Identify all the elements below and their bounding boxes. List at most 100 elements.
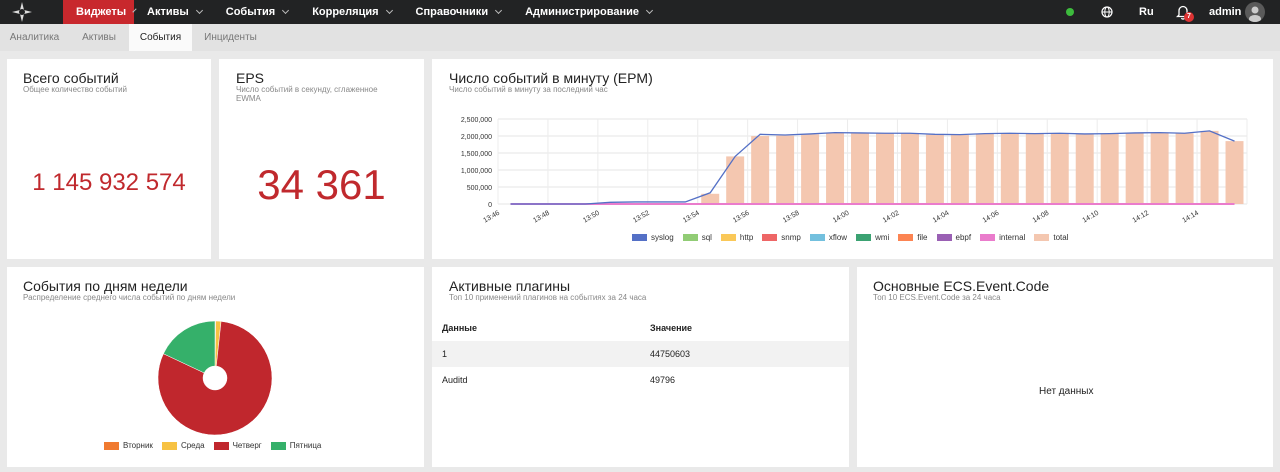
card-subtitle: Число событий в секунду, сглаженное EWMA bbox=[236, 85, 378, 103]
chevron-down-icon bbox=[495, 6, 503, 15]
language-switch[interactable]: Ru bbox=[1139, 6, 1154, 18]
legend-swatch bbox=[856, 233, 872, 241]
weekday-card: События по дням недели Распределение сре… bbox=[7, 267, 424, 467]
nav-item-1[interactable]: Активы bbox=[134, 0, 213, 24]
tab-analytics[interactable]: Аналитика bbox=[9, 32, 60, 43]
nav-item-label: Справочники bbox=[415, 6, 489, 18]
legend-swatch bbox=[762, 233, 778, 241]
chevron-down-icon bbox=[385, 6, 393, 15]
total-events-card: Всего событий Общее количество событий 1… bbox=[7, 59, 211, 259]
compass-logo-icon[interactable] bbox=[12, 2, 32, 22]
pie-legend: Вторник Среда Четверг Пятница bbox=[104, 441, 330, 450]
legend-label: ebpf bbox=[955, 232, 972, 242]
legend-label: wmi bbox=[875, 232, 890, 242]
legend-swatch bbox=[161, 441, 177, 450]
nav-item-3[interactable]: Корреляция bbox=[299, 0, 402, 24]
legend-label: Пятница bbox=[289, 441, 322, 450]
nav-item-2[interactable]: События bbox=[213, 0, 299, 24]
nav-item-label: События bbox=[225, 6, 276, 18]
table-cell: 49796 bbox=[650, 375, 676, 385]
legend-label: internal bbox=[999, 232, 1026, 242]
tab-events[interactable]: События bbox=[129, 24, 192, 51]
table-header: Данные Значение bbox=[432, 314, 849, 341]
legend-swatch bbox=[1034, 233, 1050, 241]
legend-item-file[interactable]: file bbox=[898, 232, 928, 242]
pie-legend-item[interactable]: Пятница bbox=[270, 441, 322, 450]
card-title: Активные плагины bbox=[449, 278, 571, 294]
legend-swatch bbox=[104, 441, 119, 450]
epm-legend: syslog sql http snmp xflow wmi file ebpf interna… bbox=[632, 232, 1077, 242]
nav-item-5[interactable]: Администрирование bbox=[512, 0, 663, 24]
legend-swatch bbox=[682, 233, 698, 241]
legend-swatch bbox=[898, 233, 914, 241]
legend-label: snmp bbox=[781, 232, 801, 242]
legend-swatch bbox=[936, 233, 952, 241]
epm-card: Число событий в минуту (EPM) Число событ… bbox=[432, 59, 1273, 259]
chevron-down-icon bbox=[645, 6, 654, 15]
card-subtitle: Топ 10 ECS.Event.Code за 24 часа bbox=[873, 293, 1001, 302]
tab-assets[interactable]: Активы bbox=[82, 32, 116, 43]
legend-swatch bbox=[213, 441, 229, 450]
legend-swatch bbox=[632, 233, 647, 241]
card-title: EPS bbox=[236, 70, 265, 86]
legend-label: sql bbox=[701, 232, 712, 242]
table-cell: 1 bbox=[442, 349, 448, 359]
card-subtitle: Общее количество событий bbox=[23, 85, 128, 94]
empty-state: Нет данных bbox=[1039, 386, 1094, 397]
nav-item-4[interactable]: Справочники bbox=[403, 0, 513, 24]
legend-label: file bbox=[917, 232, 928, 242]
legend-item-http[interactable]: http bbox=[720, 232, 754, 242]
tab-incidents[interactable]: Инциденты bbox=[204, 32, 257, 43]
eps-card: EPS Число событий в секунду, сглаженное … bbox=[219, 59, 424, 259]
pie-legend-item[interactable]: Вторник bbox=[104, 441, 153, 450]
legend-label: Среда bbox=[180, 441, 205, 450]
legend-item-ebpf[interactable]: ebpf bbox=[936, 232, 972, 242]
chevron-down-icon bbox=[282, 6, 290, 15]
legend-label: total bbox=[1053, 232, 1069, 242]
nav-item-0[interactable]: Виджеты bbox=[63, 0, 137, 24]
card-title: Всего событий bbox=[23, 70, 119, 86]
legend-item-total[interactable]: total bbox=[1034, 233, 1068, 242]
legend-item-sql[interactable]: sql bbox=[682, 232, 712, 242]
chevron-down-icon bbox=[195, 6, 203, 15]
legend-item-xflow[interactable]: xflow bbox=[809, 232, 848, 242]
legend-item-wmi[interactable]: wmi bbox=[856, 233, 889, 242]
total-events-value: 1 145 932 574 bbox=[32, 169, 186, 196]
table-row: 1 44750603 bbox=[432, 341, 849, 367]
card-title: Основные ECS.Event.Code bbox=[873, 278, 1050, 294]
avatar[interactable] bbox=[1245, 2, 1265, 22]
legend-item-internal[interactable]: internal bbox=[980, 233, 1025, 242]
legend-swatch bbox=[980, 233, 996, 241]
legend-swatch bbox=[270, 441, 286, 450]
legend-label: syslog bbox=[651, 232, 674, 242]
main-menu: Виджеты Активы События Корреляция Справочник… bbox=[63, 0, 663, 24]
status-indicator bbox=[1066, 8, 1074, 16]
legend-label: Четверг bbox=[232, 441, 262, 450]
legend-label: http bbox=[739, 232, 754, 242]
table-row: Auditd 49796 bbox=[432, 367, 849, 393]
card-title: Число событий в минуту (EPM) bbox=[449, 70, 653, 86]
pie-legend-item[interactable]: Среда bbox=[161, 441, 205, 450]
card-subtitle: Топ 10 применений плагинов на событиях з… bbox=[449, 293, 647, 302]
column-header-value[interactable]: Значение bbox=[650, 322, 693, 333]
card-subtitle: Распределение среднего числа событий по … bbox=[23, 293, 236, 302]
nav-item-label: Администрирование bbox=[525, 6, 640, 18]
user-icon bbox=[1249, 6, 1261, 22]
top-navbar: Виджеты Активы События Корреляция Справочник… bbox=[0, 0, 1280, 24]
legend-swatch bbox=[720, 233, 736, 241]
ecs-card: Основные ECS.Event.Code Топ 10 ECS.Event… bbox=[857, 267, 1273, 467]
pie-legend-item[interactable]: Четверг bbox=[213, 441, 262, 450]
nav-item-label: Активы bbox=[147, 6, 189, 18]
legend-swatch bbox=[809, 233, 825, 241]
legend-item-snmp[interactable]: snmp bbox=[762, 233, 801, 242]
legend-label: xflow bbox=[828, 232, 848, 242]
legend-item-syslog[interactable]: syslog bbox=[632, 233, 674, 242]
table-cell: 44750603 bbox=[650, 349, 691, 359]
nav-item-label: Корреляция bbox=[312, 6, 379, 18]
plugins-card: Активные плагины Топ 10 применений плаги… bbox=[432, 267, 849, 467]
notification-badge: 7 bbox=[1184, 12, 1194, 22]
globe-icon[interactable] bbox=[1101, 6, 1113, 18]
column-header-data[interactable]: Данные bbox=[442, 322, 477, 333]
username[interactable]: admin bbox=[1209, 6, 1242, 18]
table-cell: Auditd bbox=[442, 375, 468, 385]
